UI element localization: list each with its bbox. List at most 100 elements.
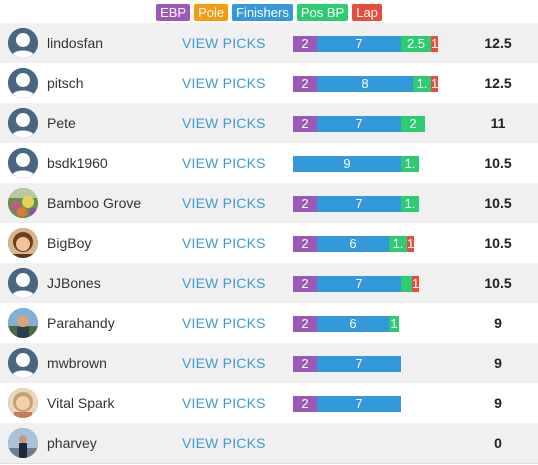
points-bar: 2 7 1. [293,196,419,212]
view-picks-link[interactable]: VIEW PICKS [182,195,266,211]
bar-segment-fin: 7 [317,116,401,132]
total-points: 11 [490,115,506,131]
total-points: 12.5 [484,35,512,51]
username[interactable]: mwbrown [47,355,107,371]
username[interactable]: Bamboo Grove [47,195,142,211]
table-row: JJBones VIEW PICKS 2 7 1 10.5 [0,263,538,303]
avatar[interactable] [8,68,38,98]
bar-segment-ebp: 2 [293,76,317,92]
view-picks-link[interactable]: VIEW PICKS [182,355,266,371]
table-row: pitsch VIEW PICKS 2 8 1. 1 12.5 [0,63,538,103]
avatar[interactable] [8,28,38,58]
points-bar: 2 7 2.5 1 [293,36,438,52]
username[interactable]: Pete [47,115,76,131]
total-points: 12.5 [484,75,512,91]
view-picks-link[interactable]: VIEW PICKS [182,75,266,91]
avatar[interactable] [8,148,38,178]
username[interactable]: JJBones [47,275,101,291]
bar-segment-fin: 6 [317,236,389,252]
username[interactable]: bsdk1960 [47,155,108,171]
leaderboard-table: lindosfan VIEW PICKS 2 7 2.5 1 12.5 pitsch VIEW … [0,23,538,464]
table-row: mwbrown VIEW PICKS 2 7 9 [0,343,538,383]
bar-segment-ebp: 2 [293,356,317,372]
view-picks-link[interactable]: VIEW PICKS [182,115,266,131]
legend-chip-lap: Lap [352,3,382,21]
avatar[interactable] [8,428,38,458]
legend-chip-pole: Pole [194,3,229,21]
bar-segment-ebp: 2 [293,236,317,252]
view-picks-link[interactable]: VIEW PICKS [182,155,266,171]
total-points: 10.5 [484,195,512,211]
bar-segment-posbp: 1. [389,236,407,252]
total-points: 10.5 [484,235,512,251]
bar-segment-posbp [401,276,412,292]
table-row: Vital Spark VIEW PICKS 2 7 9 [0,383,538,423]
view-picks-link[interactable]: VIEW PICKS [182,275,266,291]
legend: EBP Pole Finishers Pos BP Lap [0,0,538,23]
table-row: bsdk1960 VIEW PICKS 9 1. 10.5 [0,143,538,183]
bar-segment-lap: 1 [431,36,438,52]
avatar[interactable] [8,268,38,298]
view-picks-link[interactable]: VIEW PICKS [182,395,266,411]
username[interactable]: Parahandy [47,315,115,331]
table-row: pharvey VIEW PICKS 0 [0,423,538,463]
bar-segment-fin: 7 [317,276,401,292]
avatar[interactable] [8,188,38,218]
avatar[interactable] [8,308,38,338]
username[interactable]: BigBoy [47,235,92,251]
bar-segment-ebp: 2 [293,196,317,212]
bar-segment-lap: 1 [412,276,419,292]
view-picks-link[interactable]: VIEW PICKS [182,35,266,51]
table-row: Parahandy VIEW PICKS 2 6 1 9 [0,303,538,343]
table-row: BigBoy VIEW PICKS 2 6 1. 1 10.5 [0,223,538,263]
view-picks-link[interactable]: VIEW PICKS [182,435,266,451]
bar-segment-posbp: 2.5 [401,36,431,52]
total-points: 9 [494,315,502,331]
total-points: 0 [494,435,502,451]
bar-segment-posbp: 1 [389,316,399,332]
avatar[interactable] [8,348,38,378]
bar-segment-posbp: 1. [401,156,419,172]
bar-segment-posbp: 1. [413,76,431,92]
table-row: Pete VIEW PICKS 2 7 2 11 [0,103,538,143]
total-points: 10.5 [484,275,512,291]
bar-segment-fin: 9 [293,156,401,172]
points-bar: 2 6 1. 1 [293,236,414,252]
points-bar: 9 1. [293,156,419,172]
table-row: Bamboo Grove VIEW PICKS 2 7 1. 10.5 [0,183,538,223]
avatar[interactable] [8,388,38,418]
points-bar: 2 8 1. 1 [293,76,438,92]
bar-segment-fin: 6 [317,316,389,332]
bar-segment-lap: 1 [431,76,438,92]
total-points: 9 [494,355,502,371]
bar-segment-fin: 7 [317,396,401,412]
bar-segment-lap: 1 [407,236,414,252]
username[interactable]: lindosfan [47,35,104,51]
username[interactable]: Vital Spark [47,395,115,411]
table-row: lindosfan VIEW PICKS 2 7 2.5 1 12.5 [0,23,538,63]
avatar[interactable] [8,108,38,138]
total-points: 9 [494,395,502,411]
bar-segment-ebp: 2 [293,316,317,332]
view-picks-link[interactable]: VIEW PICKS [182,235,266,251]
bar-segment-posbp: 2 [401,116,425,132]
username[interactable]: pitsch [47,75,84,91]
bar-segment-fin: 7 [317,196,401,212]
legend-chip-pos-bp: Pos BP [296,3,349,21]
bar-segment-fin: 8 [317,76,413,92]
username[interactable]: pharvey [47,435,97,451]
bar-segment-fin: 7 [317,356,401,372]
legend-chip-ebp: EBP [156,3,191,21]
bar-segment-fin: 7 [317,36,401,52]
avatar[interactable] [8,228,38,258]
total-points: 10.5 [484,155,512,171]
bar-segment-ebp: 2 [293,36,317,52]
view-picks-link[interactable]: VIEW PICKS [182,315,266,331]
bar-segment-ebp: 2 [293,276,317,292]
bar-segment-posbp: 1. [401,196,419,212]
